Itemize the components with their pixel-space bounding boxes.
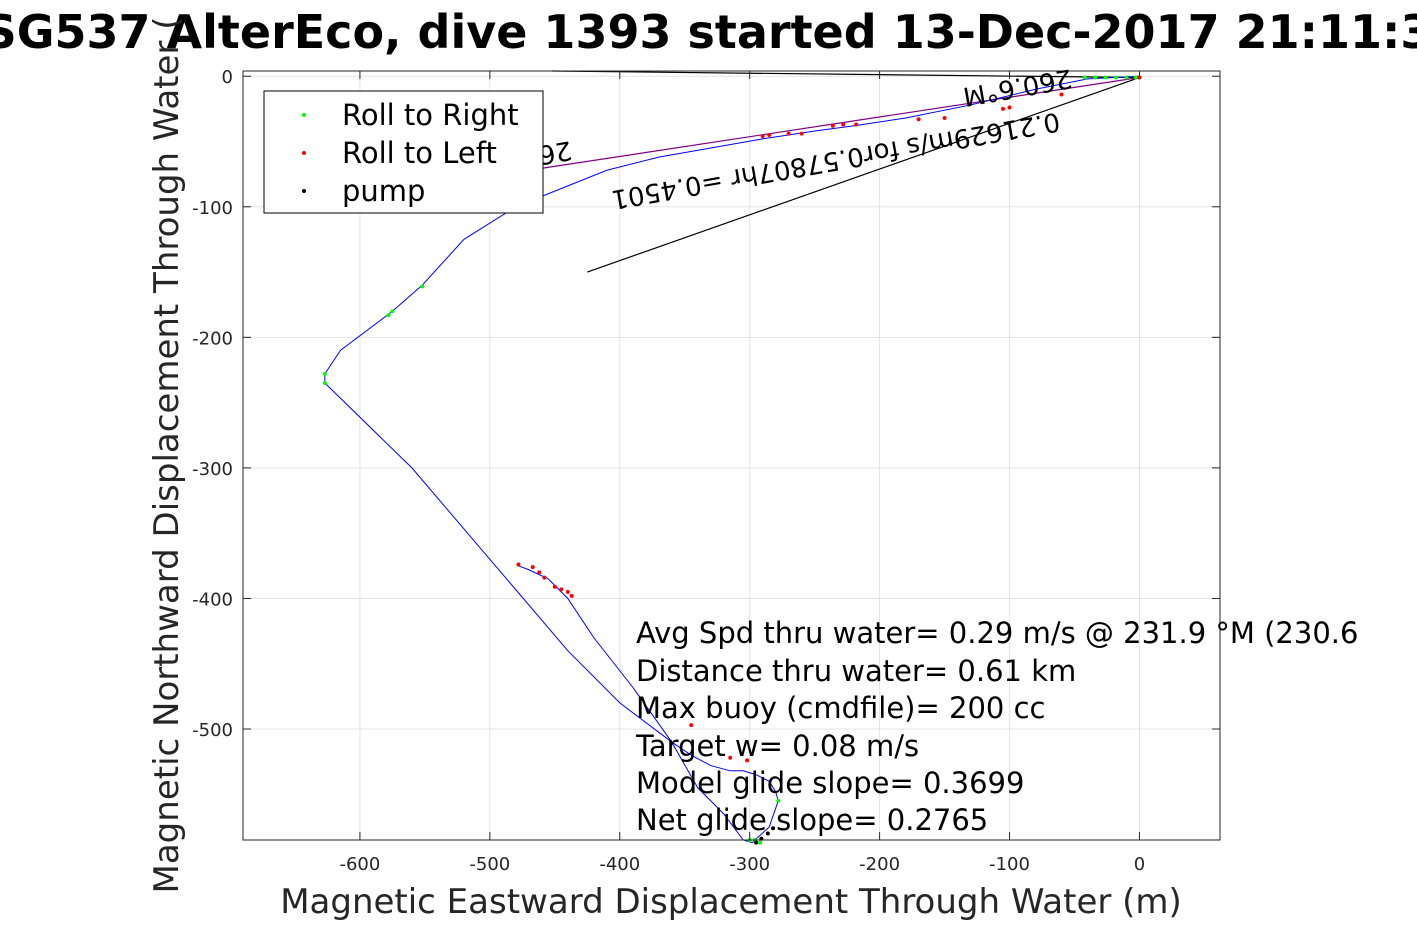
roll-left-point <box>1001 106 1006 111</box>
roll-left-point <box>542 575 547 580</box>
legend-marker-pump <box>302 189 306 193</box>
roll-left-point <box>760 134 765 139</box>
roll-left-point <box>565 589 570 594</box>
pump-point <box>765 831 770 836</box>
roll-left-point <box>799 131 804 136</box>
roll-left-point <box>830 123 835 128</box>
roll-left-point <box>854 122 859 127</box>
roll-right-point <box>1114 75 1119 80</box>
roll-left-point <box>516 562 521 567</box>
x-tick-label: -300 <box>729 854 770 875</box>
x-tick-label: -600 <box>339 854 380 875</box>
roll-left-point <box>530 565 535 570</box>
roll-left-point <box>728 755 733 760</box>
pump-point <box>754 840 759 845</box>
roll-right-point <box>1103 75 1108 80</box>
roll-left-point <box>1059 92 1064 97</box>
y-tick-label: -300 <box>192 459 233 480</box>
y-axis-label: Magnetic Northward Displacement Through … <box>147 17 187 894</box>
roll-right-point <box>1133 75 1138 80</box>
roll-left-point <box>559 587 564 592</box>
track-line <box>324 75 1140 844</box>
x-tick-label: 0 <box>1134 854 1145 875</box>
legend-label-roll-left: Roll to Left <box>342 136 497 170</box>
current-line-1 <box>587 76 1140 273</box>
current-line-2 <box>528 76 1140 171</box>
roll-left-point <box>569 593 574 598</box>
y-tick-label: 0 <box>222 67 233 88</box>
roll-right-point <box>776 798 781 803</box>
roll-left-point <box>942 116 947 121</box>
roll-left-point <box>841 122 846 127</box>
y-tick-label: -400 <box>192 589 233 610</box>
legend-box <box>263 90 544 214</box>
roll-right-point <box>390 309 395 314</box>
pump-point <box>771 826 776 831</box>
y-tick-label: -100 <box>192 198 233 219</box>
annotation-distance: Distance thru water= 0.61 km <box>636 654 1076 688</box>
roll-right-point <box>322 371 327 376</box>
annotation-net-glide: Net glide slope= 0.2765 <box>636 803 988 837</box>
y-tick-label: -200 <box>192 328 233 349</box>
roll-left-point <box>689 723 694 728</box>
roll-right-point <box>758 840 763 845</box>
dive-summary: Avg Spd thru water= 0.29 m/s @ 231.9 °M … <box>635 616 1358 837</box>
roll-right-point <box>420 284 425 289</box>
legend-marker-roll-right <box>302 113 306 117</box>
track-series <box>324 75 1140 844</box>
roll-right-point <box>386 313 391 318</box>
roll-left-point <box>767 132 772 137</box>
roll-right-point <box>322 381 327 386</box>
roll-left-point <box>786 131 791 136</box>
roll-right-point <box>1082 75 1087 80</box>
roll-left-point <box>552 584 557 589</box>
roll-left-point <box>537 570 542 575</box>
current-lines <box>528 70 1140 273</box>
roll-right-point <box>1124 75 1129 80</box>
annotation-model-glide: Model glide slope= 0.3699 <box>636 766 1024 800</box>
axis-ticks: -600 -500 -400 -300 -200 -100 0 0 -100 -200 -300 -4… <box>192 67 1220 875</box>
roll-left-point <box>745 758 750 763</box>
x-axis-label: Magnetic Eastward Displacement Through W… <box>280 882 1182 922</box>
x-tick-label: -200 <box>859 854 900 875</box>
roll-right-point <box>1093 75 1098 80</box>
legend-marker-roll-left <box>302 151 306 155</box>
annotation-max-buoy: Max buoy (cmdfile)= 200 cc <box>636 691 1045 725</box>
chart-title: SG537 AlterEco, dive 1393 started 13-Dec… <box>0 5 1417 59</box>
y-tick-label: -500 <box>192 720 233 741</box>
legend-label-pump: pump <box>342 174 425 208</box>
x-tick-label: -400 <box>599 854 640 875</box>
legend: Roll to Right Roll to Left pump <box>263 90 544 214</box>
plot-frame <box>242 70 1221 841</box>
x-tick-label: -500 <box>469 854 510 875</box>
x-tick-label: -100 <box>989 854 1030 875</box>
roll-left-point <box>1007 105 1012 110</box>
annotation-target-w: Target w= 0.08 m/s <box>635 729 919 763</box>
legend-label-roll-right: Roll to Right <box>342 98 519 132</box>
roll-left-point <box>916 117 921 122</box>
current-line-0 <box>552 70 1140 79</box>
annotation-avg-speed: Avg Spd thru water= 0.29 m/s @ 231.9 °M … <box>636 616 1358 650</box>
